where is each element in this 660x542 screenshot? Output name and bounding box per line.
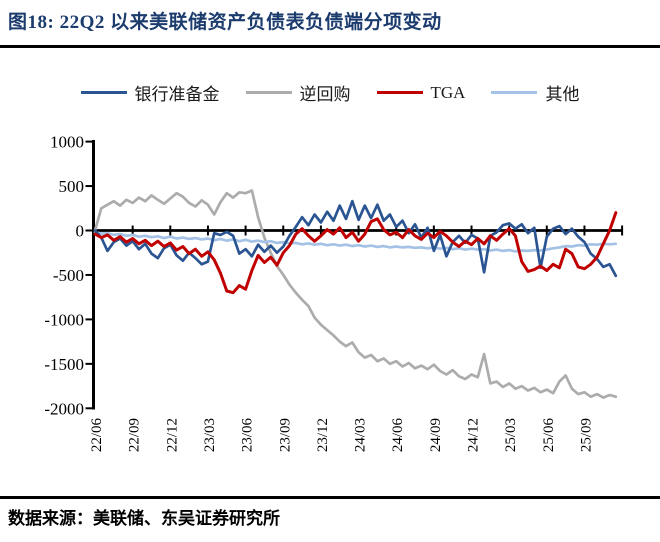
figure-title: 图18: 22Q2 以来美联储资产负债表负债端分项变动: [8, 12, 442, 33]
bottom-divider: [0, 496, 660, 499]
y-axis-label: -500: [53, 266, 84, 285]
y-axis-label: -1500: [44, 355, 84, 374]
legend-swatch-tga: [376, 91, 423, 94]
legend-item-rrp: 逆回购: [245, 80, 351, 105]
x-axis-label: 23/09: [277, 418, 293, 452]
x-axis-label: 25/06: [541, 418, 557, 453]
legend-item-reserves: 银行准备金: [80, 80, 220, 105]
series-line-tga: [93, 211, 618, 295]
y-axis-label: 500: [59, 177, 85, 196]
series-line-other: [93, 230, 618, 253]
x-axis-label: 22/06: [89, 418, 105, 453]
x-axis-label: 24/09: [428, 418, 444, 452]
legend-label-other: 其他: [545, 85, 580, 104]
series-line-reserves: [93, 199, 618, 278]
x-axis-label: 25/09: [578, 418, 594, 452]
y-axis-label: 0: [76, 222, 85, 241]
y-axis-label: -1000: [44, 310, 84, 329]
legend-label-rrp: 逆回购: [299, 85, 351, 104]
y-axis-label: -2000: [44, 399, 84, 418]
legend-label-reserves: 银行准备金: [134, 85, 220, 104]
x-axis-label: 24/12: [466, 418, 482, 452]
series-line-rrp: [93, 189, 618, 399]
x-axis-label: 22/09: [127, 418, 143, 452]
x-axis-label: 22/12: [164, 418, 180, 452]
x-axis-label: 23/03: [202, 418, 218, 452]
legend-swatch-other: [491, 91, 538, 94]
y-axis-label: 1000: [50, 133, 84, 152]
legend-swatch-reserves: [80, 91, 127, 94]
x-axis-label: 24/06: [390, 418, 406, 453]
x-axis-label: 24/03: [353, 418, 369, 452]
x-axis-label: 23/12: [315, 418, 331, 452]
legend-item-other: 其他: [491, 80, 579, 105]
legend-label-tga: TGA: [430, 82, 466, 102]
x-axis-label: 23/06: [240, 418, 256, 453]
source-note: 数据来源：美联储、东吴证券研究所: [8, 509, 280, 528]
legend-item-tga: TGA: [376, 82, 466, 103]
top-divider: [0, 45, 660, 48]
x-axis-label: 25/03: [503, 418, 519, 452]
chart-legend: 银行准备金 逆回购 TGA 其他: [0, 80, 660, 105]
legend-swatch-rrp: [245, 91, 292, 94]
